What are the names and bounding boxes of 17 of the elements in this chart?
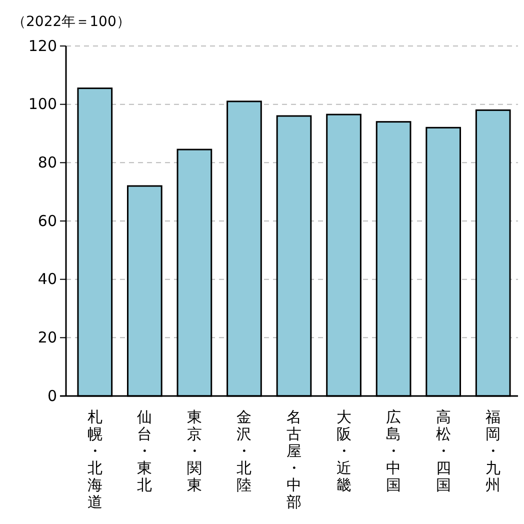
y-tick-label: 40: [38, 270, 57, 288]
x-tick-label: 広島・中国: [386, 408, 402, 494]
x-tick-label: 札幌・北海道: [87, 408, 102, 511]
x-tick-label: 名古屋・中部: [286, 408, 302, 511]
x-tick-label: 金沢・北陸: [236, 408, 252, 494]
x-tick-label: 東京・関東: [186, 408, 202, 494]
x-tick-label: 高松・四国: [436, 408, 451, 494]
y-tick-label: 80: [38, 153, 57, 172]
x-tick-label: 福岡・九州: [486, 408, 501, 494]
y-tick-label: 20: [38, 328, 57, 346]
y-tick-label: 0: [47, 386, 57, 405]
y-tick-label: 60: [38, 212, 57, 230]
y-tick-label: 100: [28, 95, 57, 114]
x-tick-label: 仙台・東北: [137, 408, 152, 494]
x-tick-label: 大阪・近畿: [336, 408, 352, 494]
chart-subtitle: （2022年＝100）: [12, 14, 130, 30]
y-tick-label: 120: [28, 36, 57, 55]
